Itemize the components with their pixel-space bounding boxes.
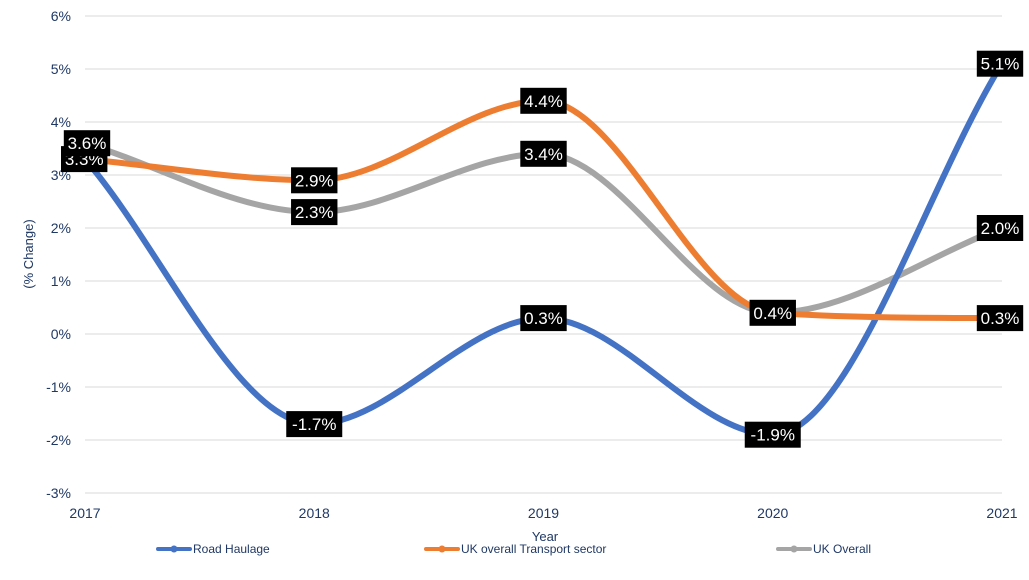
y-axis-title: (% Change) xyxy=(21,219,36,288)
data-label-box xyxy=(749,299,796,326)
data-label-road-haulage-2018: -1.7% xyxy=(286,411,343,438)
x-tick-label: 2019 xyxy=(528,505,559,521)
data-label-uk-overall-2019: 3.4% xyxy=(520,140,567,167)
data-label-uk-overall-transport-sector-2019: 4.4% xyxy=(520,87,567,114)
data-label-text: 3.4% xyxy=(524,145,563,164)
x-tick-label: 2017 xyxy=(69,505,100,521)
data-label-uk-overall-2021: 2.0% xyxy=(976,215,1024,241)
data-label-box xyxy=(291,167,338,194)
data-label-text: 2.3% xyxy=(295,203,334,222)
data-label-road-haulage-2019: 0.3% xyxy=(520,305,567,332)
y-tick-label: 1% xyxy=(51,273,71,289)
legend-label-transport-sector: UK overall Transport sector xyxy=(461,542,606,556)
data-label-text: 3.6% xyxy=(68,134,107,153)
data-label-box xyxy=(286,411,343,438)
legend-marker-uk-overall xyxy=(790,545,798,553)
y-tick-label: -3% xyxy=(46,485,71,501)
data-label-uk-overall-2017: 3.6% xyxy=(63,130,111,157)
data-label-uk-overall-transport-sector-2021: 0.3% xyxy=(976,305,1024,332)
legend-item-transport-sector: UK overall Transport sector xyxy=(424,542,606,556)
y-tick-label: -1% xyxy=(46,379,71,395)
y-tick-label: 0% xyxy=(51,326,71,342)
y-tick-label: 4% xyxy=(51,114,71,130)
legend-label-uk-overall: UK Overall xyxy=(813,542,871,556)
data-label-box xyxy=(520,87,567,114)
legend: Road Haulage UK overall Transport sector… xyxy=(156,542,871,556)
legend-marker-road-haulage xyxy=(170,545,178,553)
data-label-text: 0.4% xyxy=(753,304,792,323)
data-label-box xyxy=(291,199,338,226)
data-label-box xyxy=(520,305,567,332)
data-label-text: 2.0% xyxy=(981,219,1020,238)
data-label-box xyxy=(976,215,1024,241)
legend-item-road-haulage: Road Haulage xyxy=(156,542,270,556)
data-labels: 3.3%-1.7%0.3%-1.9%5.1%2.9%4.4%0.4% 0.3%3.… xyxy=(61,50,1024,448)
series-line-uk-overall-transport-sector xyxy=(82,97,1005,322)
y-axis-ticks: -3%-2%-1%0%1%2%3%4%5%6% xyxy=(46,8,71,501)
x-tick-label: 2021 xyxy=(986,505,1017,521)
data-label-text: 2.9% xyxy=(295,171,334,190)
data-label-uk-overall-transport-sector-2018: 2.9% xyxy=(291,167,338,194)
x-axis-title: Year xyxy=(532,529,559,544)
y-tick-label: 5% xyxy=(51,61,71,77)
legend-label-road-haulage: Road Haulage xyxy=(193,542,270,556)
data-label-road-haulage-2020: -1.9% xyxy=(744,421,801,448)
series-lines xyxy=(82,60,1005,438)
data-label-box xyxy=(976,50,1024,77)
data-label-box xyxy=(744,421,801,448)
y-tick-label: -2% xyxy=(46,432,71,448)
data-label-text: -1.7% xyxy=(292,415,336,434)
data-label-uk-overall-2018: 2.3% xyxy=(291,199,338,226)
data-label-text: 5.1% xyxy=(981,55,1020,74)
x-axis-ticks: 2017 2018 2019 2020 2021 xyxy=(69,505,1017,521)
data-label-text: -1.9% xyxy=(751,426,795,445)
legend-marker-transport-sector xyxy=(438,545,446,553)
data-label-text: 4.4% xyxy=(524,92,563,111)
data-label-road-haulage-2021: 5.1% xyxy=(976,50,1024,77)
x-tick-label: 2018 xyxy=(299,505,330,521)
data-label-box xyxy=(976,305,1024,332)
series-line-road-haulage xyxy=(82,60,1005,438)
data-label-box xyxy=(63,130,111,157)
gridlines xyxy=(85,15,1002,494)
y-tick-label: 2% xyxy=(51,220,71,236)
legend-item-uk-overall: UK Overall xyxy=(776,542,871,556)
data-label-text: 0.3% xyxy=(981,309,1020,328)
x-tick-label: 2020 xyxy=(757,505,788,521)
y-tick-label: 6% xyxy=(51,8,71,24)
data-label-box xyxy=(520,140,567,167)
data-label-text: 0.3% xyxy=(524,309,563,328)
data-label-uk-overall-transport-sector-2020: 0.4% xyxy=(749,299,796,326)
